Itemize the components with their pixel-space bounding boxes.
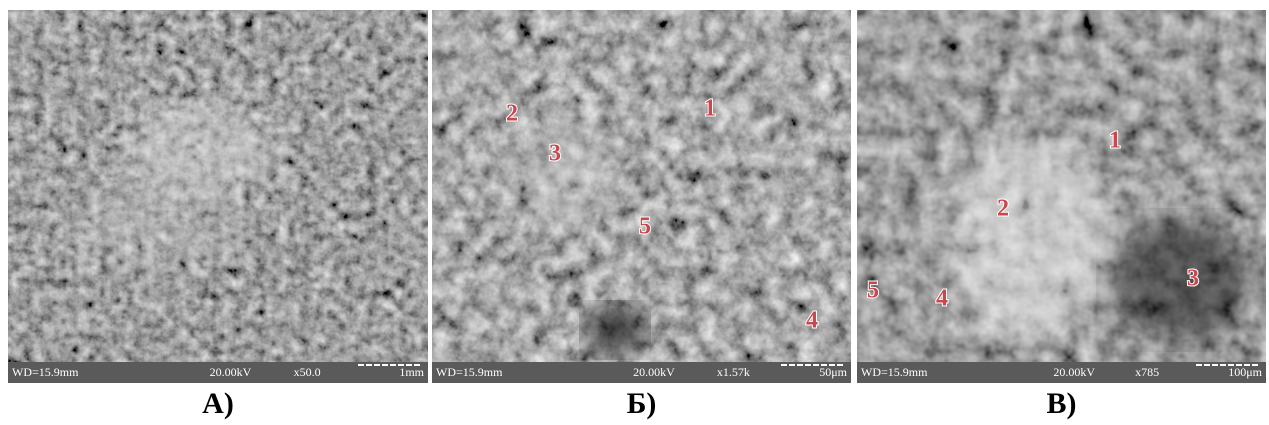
info-bar xyxy=(8,362,428,383)
info-bar xyxy=(432,362,851,383)
point-label: 3 xyxy=(549,141,561,167)
panel-caption: А) xyxy=(202,387,234,420)
magnification: x1.57k xyxy=(717,365,750,379)
point-label: 4 xyxy=(806,308,818,334)
point-label: 4 xyxy=(936,286,948,312)
working-distance: WD=15.9mm xyxy=(436,365,503,379)
point-label: 5 xyxy=(867,278,879,304)
info-bar xyxy=(857,362,1266,383)
scale-label: 1mm xyxy=(399,365,424,379)
scale-label: 50μm xyxy=(819,365,847,379)
panel-caption: Б) xyxy=(627,387,657,420)
point-label: 1 xyxy=(704,96,716,122)
scale-label: 100μm xyxy=(1228,365,1262,379)
micrograph-b xyxy=(432,10,851,362)
point-label: 1 xyxy=(1109,128,1121,154)
point-label: 3 xyxy=(1187,266,1199,292)
magnification: x50.0 xyxy=(294,365,321,379)
working-distance: WD=15.9mm xyxy=(861,365,928,379)
voltage: 20.00kV xyxy=(633,365,675,379)
magnification: x785 xyxy=(1135,365,1159,379)
point-label: 2 xyxy=(997,196,1009,222)
micrograph-a xyxy=(8,10,428,362)
point-label: 2 xyxy=(506,101,518,127)
voltage: 20.00kV xyxy=(1053,365,1095,379)
working-distance: WD=15.9mm xyxy=(12,365,79,379)
micrograph-c xyxy=(857,10,1266,362)
panel-caption: В) xyxy=(1047,387,1077,420)
voltage: 20.00kV xyxy=(210,365,252,379)
point-label: 5 xyxy=(639,214,651,240)
